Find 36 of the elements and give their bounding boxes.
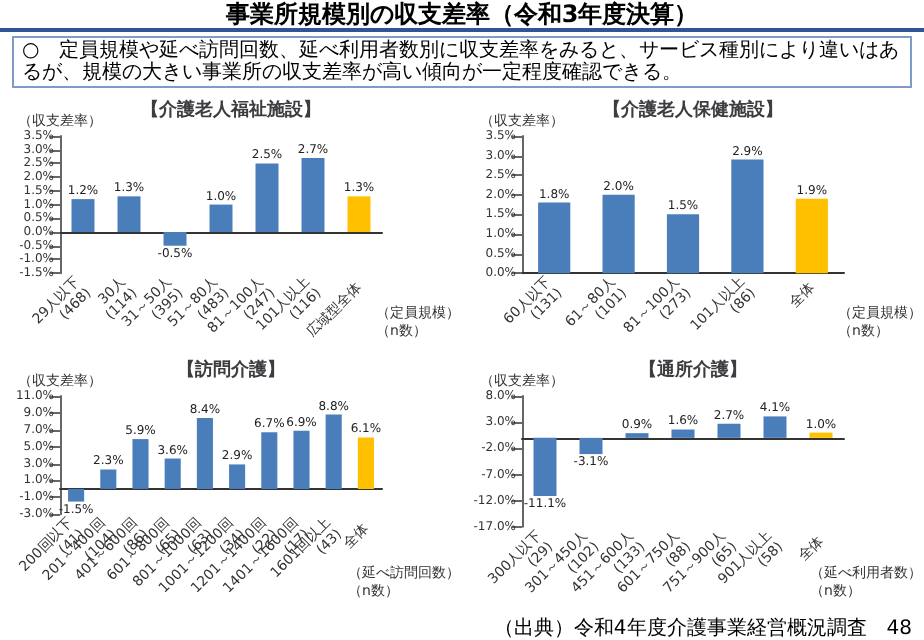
bar [763,416,787,438]
bar [196,417,213,489]
text: 48 [886,618,912,640]
bar [132,439,149,489]
chart-title: 【介護老人保健施設】 [603,99,783,121]
bar [261,432,278,489]
bar [717,423,741,438]
bar [301,157,325,233]
bar [229,464,246,489]
text: ○ 定員規模や延べ訪問回数、延べ利用者数別に収支差率をみると、サービス種別により違いはあるが、規模の大きい事業所の収支差率が高い傾向が一定程度確認できる。 [12,36,912,88]
bar [671,429,695,438]
bar [68,488,85,502]
bar [255,163,279,233]
bar [666,214,700,274]
bar [164,458,181,489]
chart-title: 【訪問介護】 [177,359,285,381]
chart-title: 【通所介護】 [639,359,747,381]
text: （出典）令和4年度介護事業経営概況調査 [493,618,867,640]
bar [163,232,187,246]
bar [809,432,833,438]
chart-title: 【介護老人福祉施設】 [141,99,321,121]
bar [602,194,635,274]
bar [795,198,828,274]
bar [347,196,371,233]
bar [538,202,571,274]
bar [533,437,557,496]
bar [731,159,764,274]
bar [100,469,117,489]
bar [357,437,374,489]
bar [71,199,95,233]
bar [209,204,233,233]
bar [117,196,141,233]
bar [293,430,310,489]
text: 事業所規模別の収支差率（令和3年度決算） [0,0,924,32]
bar [325,414,342,489]
bar [579,437,603,455]
